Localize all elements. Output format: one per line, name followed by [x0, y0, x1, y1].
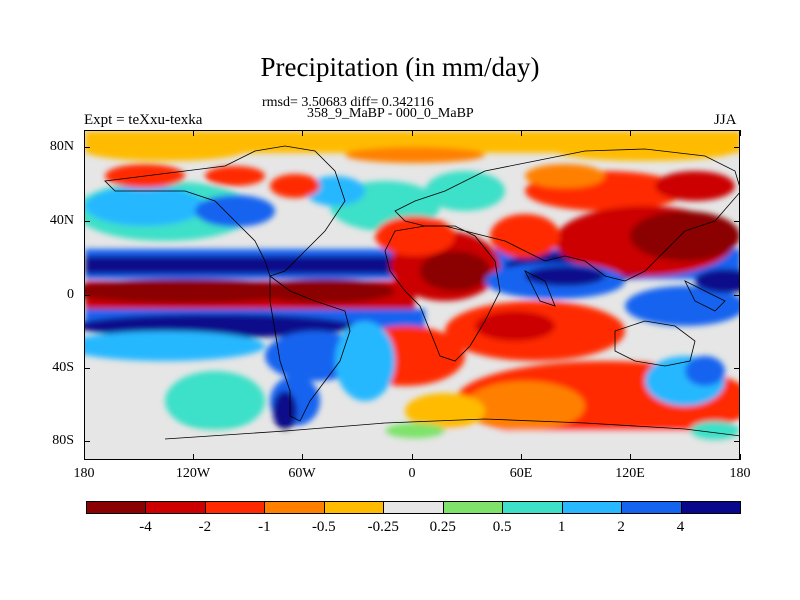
lon-tick — [302, 130, 303, 136]
lon-tick — [521, 454, 522, 460]
precipitation-map — [85, 131, 739, 459]
colorbar-label: 2 — [617, 519, 625, 535]
lat-tick — [84, 368, 90, 369]
stats-text: rmsd= 3.50683 diff= 0.342116 — [262, 95, 434, 110]
experiment-label: Expt = teXxu-texka — [84, 112, 203, 128]
colorbar-swatch — [323, 501, 385, 514]
lon-label-60e: 60E — [509, 466, 533, 481]
lat-tick — [84, 295, 90, 296]
colorbar-label: 0.5 — [492, 519, 512, 535]
colorbar-swatch — [680, 501, 741, 514]
colorbar-label: -0.5 — [311, 519, 336, 535]
lon-label-180w: 180 — [73, 466, 95, 481]
lat-tick — [734, 368, 740, 369]
lon-label-60w: 60W — [288, 466, 316, 481]
lon-label-180e: 180 — [729, 466, 751, 481]
lon-tick — [740, 130, 741, 136]
colorbar-swatch — [621, 501, 682, 514]
lat-tick — [734, 221, 740, 222]
lon-tick — [412, 454, 413, 460]
lon-label-120w: 120W — [175, 466, 211, 481]
colorbar-swatch — [86, 501, 147, 514]
lat-tick — [734, 147, 740, 148]
colorbar-swatch — [502, 501, 563, 514]
colorbar-label: -4 — [139, 519, 152, 535]
colorbar-swatch — [442, 501, 504, 514]
lon-label-0: 0 — [408, 466, 416, 481]
lat-tick — [734, 441, 740, 442]
colorbar-label: 4 — [676, 519, 685, 535]
colorbar-label: 0.25 — [429, 519, 456, 535]
map-panel — [84, 130, 740, 460]
colorbar-label: 1 — [557, 519, 566, 535]
colorbar-swatch — [561, 501, 623, 514]
lat-tick — [84, 441, 90, 442]
colorbar-swatch — [204, 501, 266, 514]
lon-label-120e: 120E — [615, 466, 645, 481]
colorbar-swatch — [383, 501, 444, 514]
colorbar-label: -0.25 — [367, 519, 399, 535]
lon-tick — [521, 130, 522, 136]
lon-tick — [630, 130, 631, 136]
colorbar-swatch — [145, 501, 206, 514]
lon-tick — [740, 454, 741, 460]
plot-subtitle: 358_9_MaBP - 000_0_MaBP — [307, 106, 474, 121]
lon-tick — [302, 454, 303, 460]
lon-tick — [84, 130, 85, 136]
lat-label-40n: 40N — [49, 213, 74, 228]
lon-tick — [412, 130, 413, 136]
lon-tick — [193, 454, 194, 460]
lat-tick — [84, 221, 90, 222]
lon-tick — [630, 454, 631, 460]
colorbar-label: -2 — [198, 519, 212, 535]
coastlines — [104, 145, 739, 440]
lat-label-80n: 80N — [49, 139, 74, 154]
colorbar-swatch — [264, 501, 325, 514]
lon-tick — [193, 130, 194, 136]
lat-tick — [734, 295, 740, 296]
lat-label-eq: 0 — [67, 287, 74, 302]
lat-tick — [84, 147, 90, 148]
plot-title: Precipitation (in mm/day) — [260, 52, 540, 82]
colorbar-label: -1 — [258, 519, 271, 535]
season-label: JJA — [714, 112, 737, 128]
lon-tick — [84, 454, 85, 460]
lat-label-80s: 80S — [52, 433, 74, 448]
lat-label-40s: 40S — [52, 360, 74, 375]
